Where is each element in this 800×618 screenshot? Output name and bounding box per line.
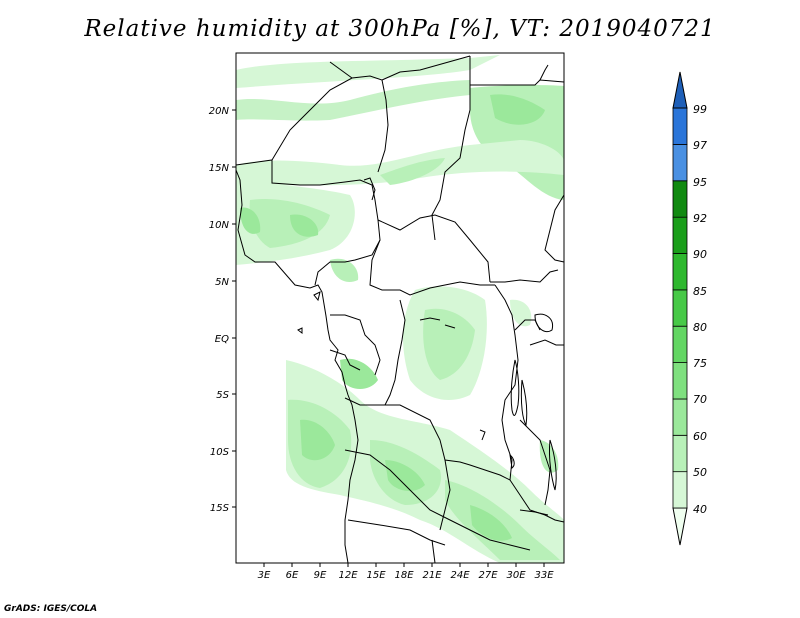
lon-label: 24E [450,570,470,581]
colorbar-label: 95 [693,176,707,189]
colorbar-label: 97 [693,139,707,152]
lon-label: 3E [258,570,271,581]
colorbar-box [672,180,688,218]
lat-label: 10S [210,447,230,458]
lat-label: 15N [209,163,230,174]
colorbar-label: 99 [693,103,707,116]
lon-label: 27E [478,570,498,581]
map-frame [235,52,565,564]
country-borders [235,55,565,564]
lat-label: 5S [216,390,229,401]
colorbar-box [672,253,688,291]
lon-label: 9E [314,570,327,581]
colorbar-label: 90 [693,248,707,261]
lon-label: 6E [286,570,299,581]
lon-label: 15E [366,570,386,581]
lon-label: 12E [338,570,358,581]
colorbar-box [672,362,688,400]
lon-label: 21E [422,570,442,581]
map-panel [235,52,565,564]
colorbar-lower-arrow [672,507,688,546]
humidity-shading [236,55,564,563]
colorbar-box [672,107,688,145]
colorbar-box [672,471,688,509]
lon-label: 33E [534,570,554,581]
lon-label: 18E [394,570,414,581]
colorbar-box [672,289,688,327]
colorbar-upper-arrow [672,71,688,109]
colorbar: 40 50 60 70 75 80 85 90 92 95 97 99 [672,71,707,546]
lon-label: 30E [506,570,526,581]
latitude-axis: 20N 15N 10N 5N EQ 5S 10S 15S [209,106,236,514]
colorbar-box [672,398,688,436]
longitude-axis: 3E 6E 9E 12E 15E 18E 21E 24E 27E 30E 33E [258,563,554,581]
lat-label: 15S [210,503,230,514]
grads-credit: GrADS: IGES/COLA [4,604,98,614]
colorbar-label: 85 [693,285,707,298]
colorbar-box [672,325,688,364]
colorbar-label: 50 [693,466,707,479]
colorbar-boxes [672,107,688,509]
colorbar-box [672,143,688,182]
colorbar-label: 70 [693,393,707,406]
map-title: Relative humidity at 300hPa [%], VT: 201… [84,16,716,42]
colorbar-box [672,216,688,254]
lat-label: 20N [209,106,230,117]
lat-label: 5N [215,277,229,288]
lat-label: EQ [215,334,229,345]
colorbar-label: 40 [693,503,707,516]
lat-label: 10N [209,220,230,231]
colorbar-box [672,434,688,473]
colorbar-label: 92 [693,212,707,225]
colorbar-label: 60 [693,430,707,443]
colorbar-label: 80 [693,321,707,334]
colorbar-label: 75 [693,357,707,370]
